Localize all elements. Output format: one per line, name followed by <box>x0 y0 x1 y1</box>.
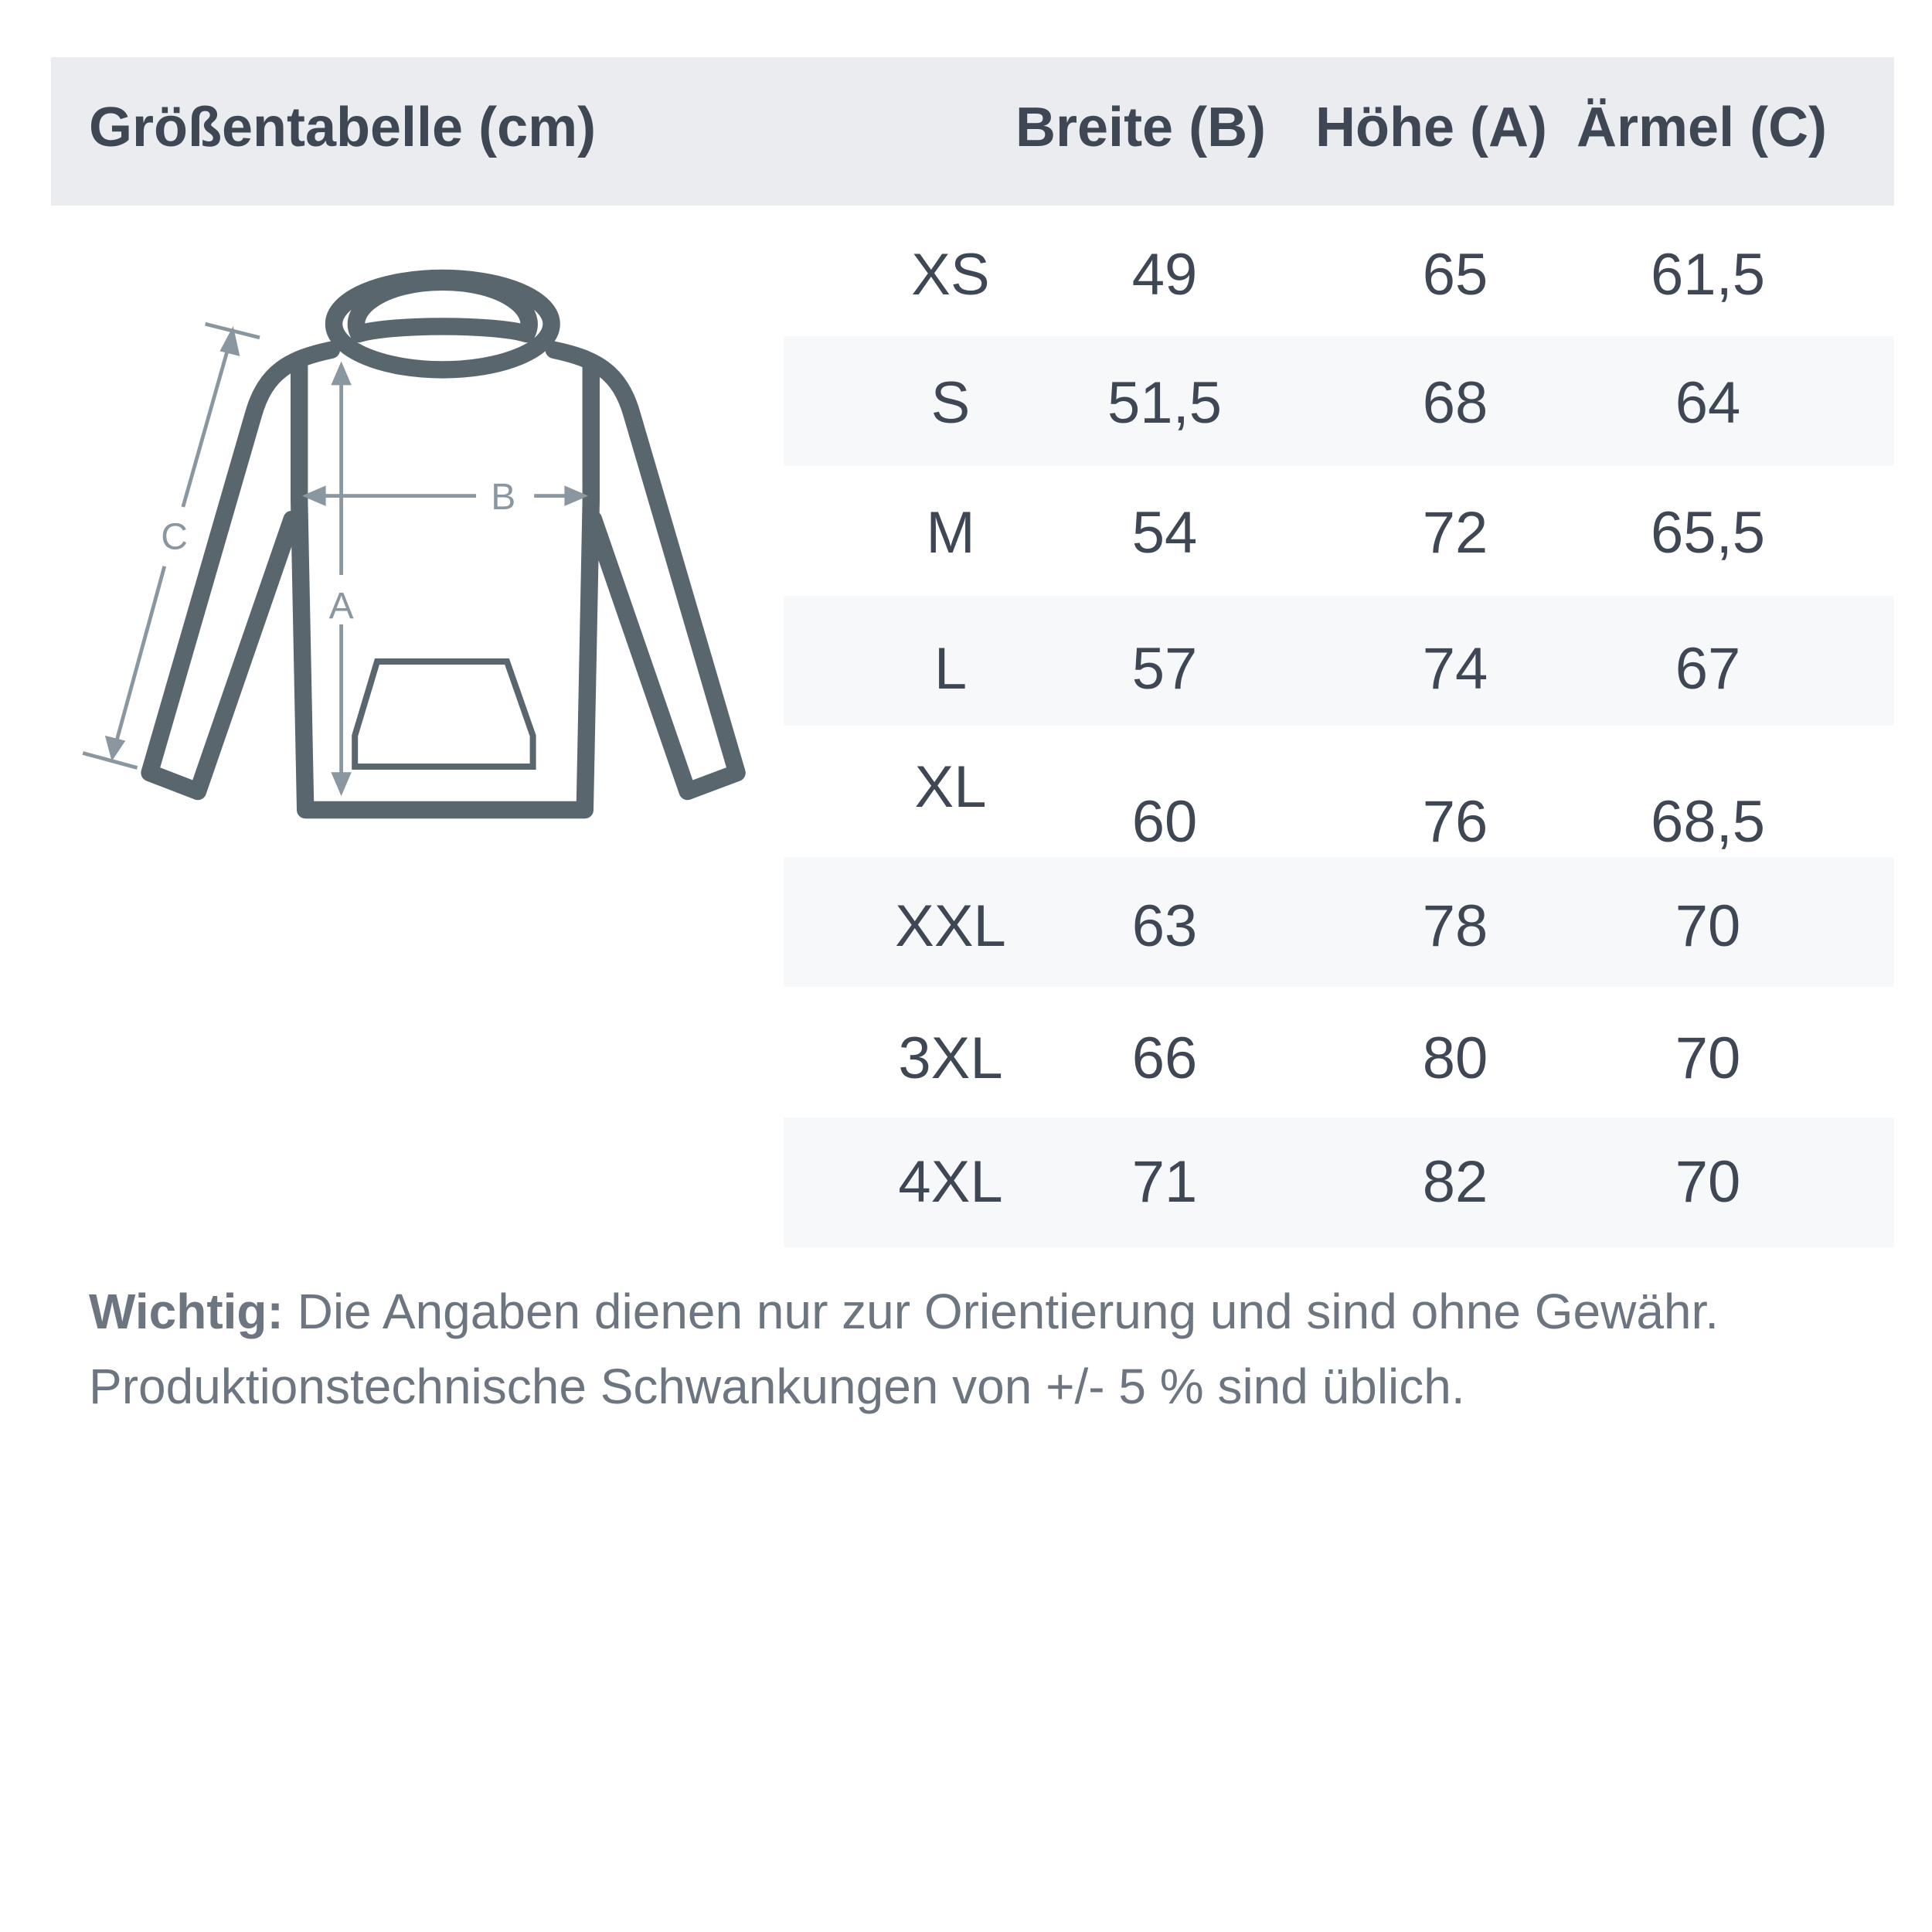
size-label: XS <box>911 242 990 308</box>
cell-aermel: 70 <box>1675 893 1741 959</box>
pocket-outline <box>352 658 536 770</box>
size-label: XXL <box>895 893 1006 959</box>
column-header-aermel: Ärmel (C) <box>1577 97 1828 158</box>
column-header-breite: Breite (B) <box>1015 97 1267 158</box>
row-stripe <box>784 857 1894 987</box>
cell-breite: 49 <box>1131 242 1198 308</box>
cell-hoehe: 74 <box>1422 636 1488 702</box>
cell-breite: 60 <box>1131 789 1198 855</box>
cell-breite: 51,5 <box>1107 370 1222 436</box>
cell-hoehe: 82 <box>1422 1149 1488 1215</box>
measure-lines <box>82 321 589 797</box>
cell-hoehe: 72 <box>1422 500 1488 566</box>
cell-aermel: 61,5 <box>1651 242 1765 308</box>
cell-aermel: 65,5 <box>1651 500 1765 566</box>
cell-aermel: 68,5 <box>1651 789 1765 855</box>
note-line-2: Produktionstechnische Schwankungen von +… <box>89 1359 1465 1414</box>
page-title: Größentabelle (cm) <box>89 97 597 158</box>
cell-aermel: 67 <box>1675 636 1741 702</box>
cell-hoehe: 65 <box>1422 242 1488 308</box>
cell-aermel: 70 <box>1675 1026 1741 1091</box>
size-label: M <box>926 500 975 566</box>
size-label: XL <box>914 754 987 820</box>
row-stripe <box>784 596 1894 726</box>
cell-aermel: 70 <box>1675 1149 1741 1215</box>
note-text: Die Angaben dienen nur zur Orientierung … <box>283 1284 1719 1339</box>
size-label: 4XL <box>898 1149 1003 1215</box>
cell-breite: 63 <box>1131 893 1198 959</box>
note-label: Wichtig: <box>89 1284 284 1339</box>
column-header-hoehe: Höhe (A) <box>1315 97 1547 158</box>
label-b: B <box>491 477 515 518</box>
size-label: 3XL <box>898 1026 1003 1091</box>
cell-hoehe: 80 <box>1422 1026 1488 1091</box>
table-header <box>51 57 1894 206</box>
cell-breite: 71 <box>1131 1149 1198 1215</box>
label-c: C <box>161 516 188 557</box>
hoodie-outline <box>141 269 746 819</box>
cell-breite: 57 <box>1131 636 1198 702</box>
cell-breite: 54 <box>1131 500 1198 566</box>
cell-hoehe: 76 <box>1422 789 1488 855</box>
cell-hoehe: 68 <box>1422 370 1488 436</box>
note-line-1: Wichtig: Die Angaben dienen nur zur Orie… <box>89 1283 1719 1340</box>
cell-hoehe: 78 <box>1422 893 1488 959</box>
cell-aermel: 64 <box>1675 370 1741 436</box>
label-a: A <box>329 586 354 627</box>
row-stripe <box>784 336 1894 466</box>
size-label: L <box>934 636 968 702</box>
size-label: S <box>930 370 971 436</box>
cell-breite: 66 <box>1131 1026 1198 1091</box>
row-stripe <box>784 1117 1894 1247</box>
